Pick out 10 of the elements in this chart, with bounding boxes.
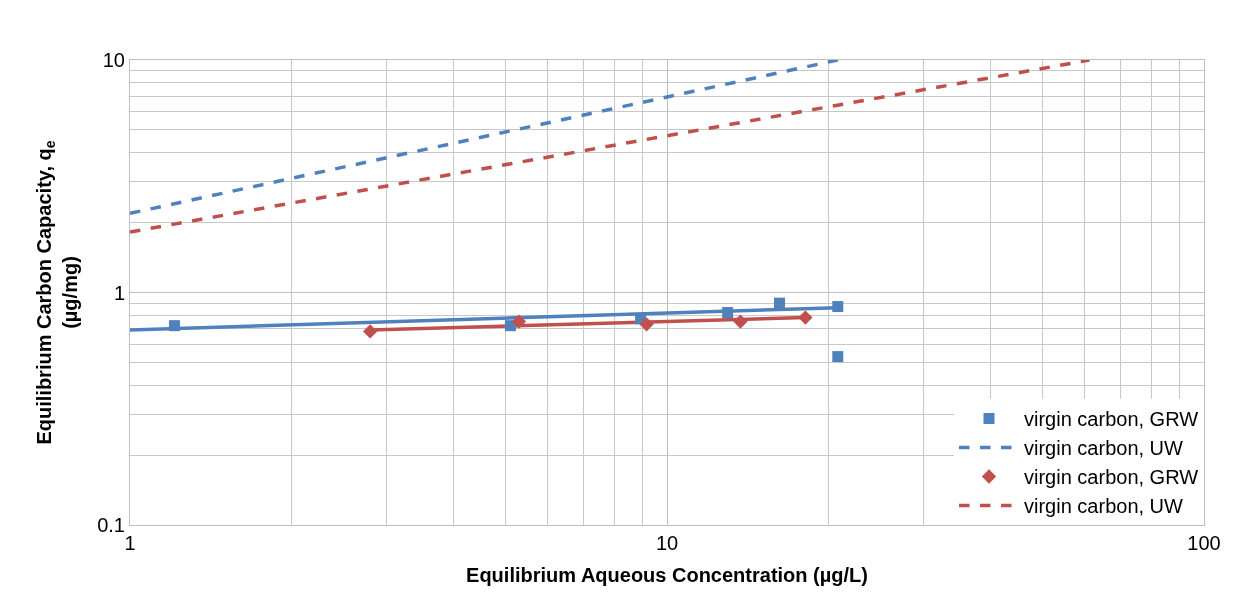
x-axis-title: Equilibrium Aqueous Concentration (µg/L) [466,563,868,586]
x-tick-label: 10 [655,532,679,554]
legend-label: virgin carbon, UW [1024,495,1184,518]
y-tick-label: 10 [102,49,125,71]
x-tick-label: 100 [1187,532,1221,554]
legend-label: virgin carbon, UW [1024,437,1184,460]
legend-label: virgin carbon, GRW [1024,408,1199,431]
legend-label: virgin carbon, GRW [1024,466,1199,489]
y-tick-label: 0.1 [97,514,125,536]
y-tick-label: 1 [113,281,125,304]
